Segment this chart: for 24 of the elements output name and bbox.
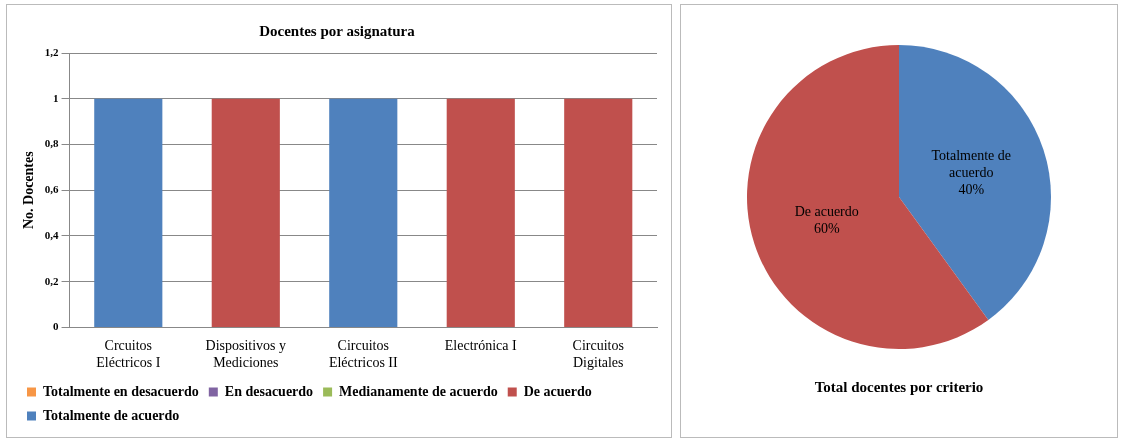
y-axis-title: No. Docentes bbox=[21, 150, 37, 230]
legend-label: De acuerdo bbox=[523, 383, 592, 399]
text: Total docentes por criterio bbox=[814, 378, 984, 395]
y-tick-label: 1 bbox=[53, 91, 59, 104]
x-tick-label: Crcuitos Eléctricos I bbox=[96, 338, 161, 371]
slice-label: Totalmente de acuerdo bbox=[931, 148, 1012, 181]
data-label: 60% bbox=[813, 220, 840, 236]
chart-title: Docentes por asignatura bbox=[259, 22, 416, 39]
y-tick-label: 0 bbox=[53, 320, 60, 333]
x-tick-label: Circuitos Digitales bbox=[572, 338, 624, 371]
data-label: 40% bbox=[958, 182, 985, 198]
x-tick-label: Circuitos Eléctricos II bbox=[328, 338, 399, 371]
legend-label: Totalmente en desacuerdo bbox=[43, 383, 199, 399]
y-tick-label: 0,2 bbox=[44, 274, 60, 287]
y-tick-label: 0,4 bbox=[44, 228, 60, 241]
y-tick-label: 0,6 bbox=[44, 183, 60, 196]
legend-label: Medianamente de acuerdo bbox=[339, 383, 498, 399]
y-tick-label: 0,8 bbox=[44, 137, 60, 150]
legend-label: En desacuerdo bbox=[224, 383, 314, 399]
slice-label: De acuerdo bbox=[794, 203, 859, 219]
legend-label: Totalmente de acuerdo bbox=[43, 407, 180, 423]
y-tick-label: 1,2 bbox=[44, 45, 60, 58]
x-tick-label: Electrónica I bbox=[444, 338, 518, 354]
x-tick-label: Dispositivos y Mediciones bbox=[205, 338, 287, 371]
